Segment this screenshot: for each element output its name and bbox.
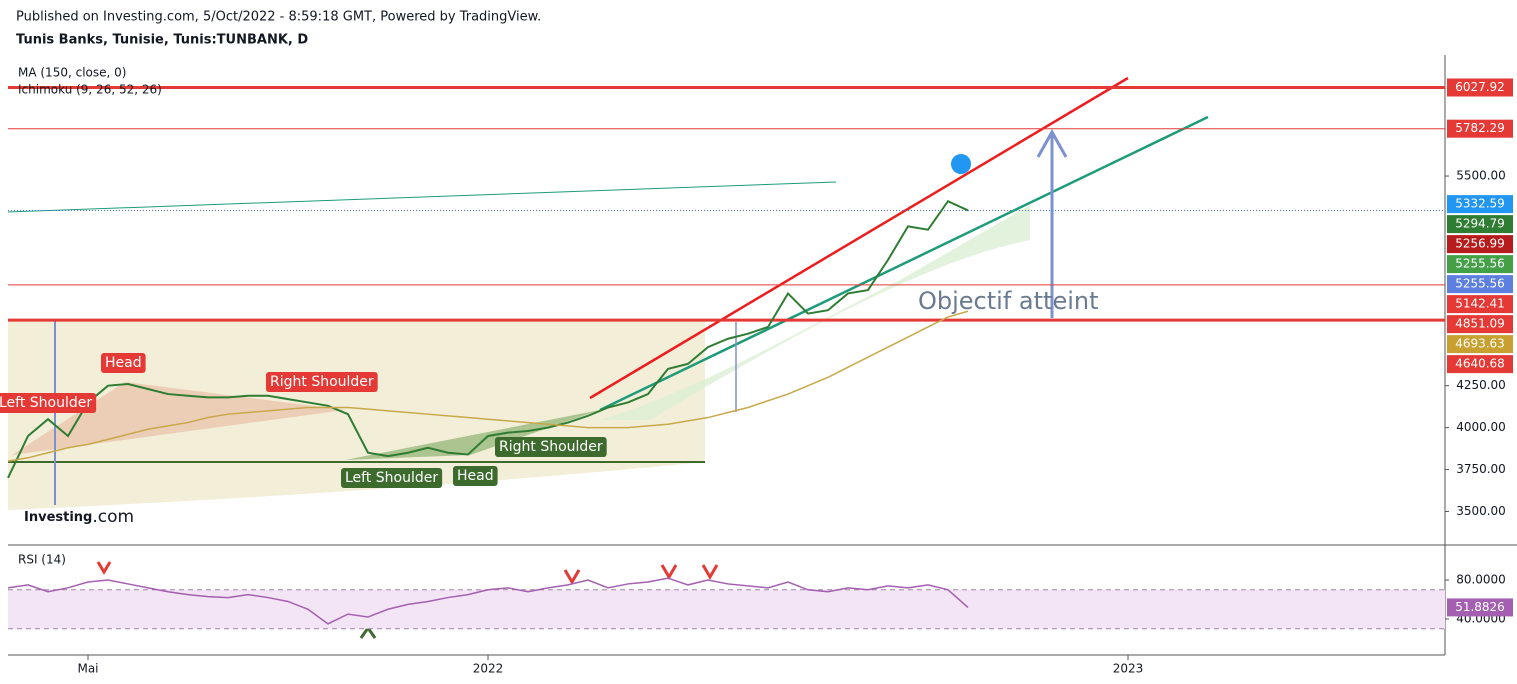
signal-arrow <box>701 564 719 580</box>
channel-line <box>589 76 1129 400</box>
price-label: 5255.56 <box>1455 277 1505 291</box>
annotation-tag: Right Shoulder <box>266 372 378 392</box>
annotation-box <box>341 468 443 488</box>
annotation: Head <box>457 468 494 484</box>
annotation-tag: Right Shoulder <box>495 437 607 457</box>
price-label: 4640.68 <box>1455 357 1505 371</box>
price-label-box <box>1447 335 1513 354</box>
indicator-legend: Ichimoku (9, 26, 52, 26) <box>18 83 162 97</box>
hs-triangle <box>12 382 345 455</box>
price-label-box <box>1447 195 1513 214</box>
y-tick-label: 4250.00 <box>1456 378 1506 392</box>
annotation-box <box>101 353 146 373</box>
price-label: 6027.92 <box>1455 80 1505 94</box>
price-label-box <box>1447 78 1513 97</box>
annotation-tag: Head <box>101 353 146 373</box>
price-label: 5782.29 <box>1455 121 1505 135</box>
indicator-legend: MA (150, close, 0) <box>18 66 126 80</box>
annotation: Head <box>105 355 142 371</box>
price-label-box <box>1447 295 1513 314</box>
price-label-box <box>1447 355 1513 374</box>
last-value: 51.8826 <box>1455 600 1505 614</box>
annotation-tag: Head <box>453 466 498 486</box>
y-tick-label: 4000.00 <box>1456 420 1506 434</box>
channel-line <box>599 115 1209 412</box>
x-tick-label: 2023 <box>1113 662 1144 676</box>
annotation-box <box>495 437 607 457</box>
price-label: 5142.41 <box>1455 297 1505 311</box>
y-tick-label: 80.0000 <box>1456 573 1506 587</box>
rsi-band <box>8 589 1445 629</box>
price-label-box <box>1447 235 1513 254</box>
annotation: Objectif atteint <box>918 287 1099 315</box>
price-label: 4693.63 <box>1455 337 1505 351</box>
price-label: 4851.09 <box>1455 317 1505 331</box>
price-label: 5294.79 <box>1455 217 1505 231</box>
annotation: Left Shoulder <box>0 395 92 411</box>
symbol: Tunis Banks, Tunisie, Tunis:TUNBANK, D <box>16 33 308 48</box>
y-tick-label: 3500.00 <box>1456 504 1506 518</box>
signal-arrow <box>563 569 581 585</box>
plot: 3500.00 3750.00 4000.00 4250.00 5500.00 Mai 20… <box>0 66 1513 676</box>
annotation-tag: Left Shoulder <box>341 468 443 488</box>
annotation-box <box>453 466 498 486</box>
price-label: 5332.59 <box>1455 197 1505 211</box>
price-label-box <box>1447 119 1513 138</box>
x-tick-label: 2022 <box>473 662 504 676</box>
price-label: 5256.99 <box>1455 237 1505 251</box>
price-label: 5255.56 <box>1455 257 1505 271</box>
annotation-box <box>266 372 378 392</box>
signal-arrow <box>359 625 377 639</box>
series-line <box>7 577 969 625</box>
price-label-box <box>1447 255 1513 274</box>
price-label-box <box>1447 275 1513 294</box>
logo-brand: Investing <box>24 510 92 525</box>
annotation-tag: Left Shoulder <box>0 393 97 413</box>
trend-line <box>7 181 837 213</box>
target-arrow-head <box>1036 128 1068 158</box>
signal-arrow <box>96 561 112 575</box>
price-label-box <box>1447 315 1513 334</box>
signal-arrow <box>660 564 678 580</box>
pivot-marker <box>951 154 971 174</box>
annotation: Right Shoulder <box>270 374 374 390</box>
series-legend: RSI (14) <box>18 553 66 567</box>
series-line <box>7 310 969 462</box>
series-line <box>7 199 969 479</box>
y-tick-label: 3750.00 <box>1456 462 1506 476</box>
last-value-box <box>1447 598 1513 617</box>
logo-suffix: .com <box>92 507 134 527</box>
y-tick-label: 5500.00 <box>1456 169 1506 183</box>
logo: Investing.com <box>24 507 134 527</box>
annotation-box <box>0 393 97 413</box>
published: Published on Investing.com, 5/Oct/2022 -… <box>16 10 541 25</box>
x-tick-label: Mai <box>77 662 98 676</box>
price-label-box <box>1447 215 1513 234</box>
annotation: Left Shoulder <box>345 470 438 486</box>
hs-triangle <box>345 410 600 460</box>
annotation: Right Shoulder <box>499 439 603 455</box>
